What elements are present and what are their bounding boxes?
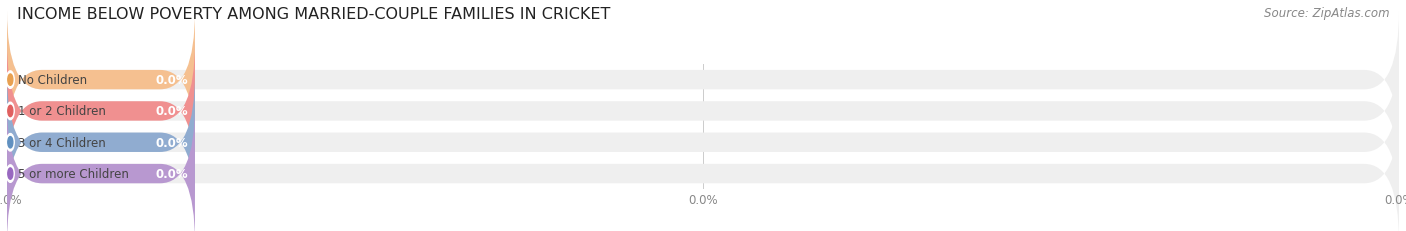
Text: 0.0%: 0.0% <box>155 167 188 180</box>
Text: 0.0%: 0.0% <box>155 74 188 87</box>
Circle shape <box>7 134 14 151</box>
Circle shape <box>8 106 13 117</box>
Text: Source: ZipAtlas.com: Source: ZipAtlas.com <box>1264 7 1389 20</box>
Text: INCOME BELOW POVERTY AMONG MARRIED-COUPLE FAMILIES IN CRICKET: INCOME BELOW POVERTY AMONG MARRIED-COUPL… <box>17 7 610 22</box>
Circle shape <box>8 168 13 179</box>
FancyBboxPatch shape <box>7 43 1399 180</box>
Circle shape <box>8 137 13 148</box>
FancyBboxPatch shape <box>7 12 1399 149</box>
FancyBboxPatch shape <box>7 74 195 211</box>
Text: 0.0%: 0.0% <box>155 136 188 149</box>
FancyBboxPatch shape <box>7 12 195 149</box>
FancyBboxPatch shape <box>7 106 195 231</box>
FancyBboxPatch shape <box>7 74 1399 211</box>
Circle shape <box>7 103 14 120</box>
Circle shape <box>7 72 14 89</box>
Text: No Children: No Children <box>18 74 87 87</box>
Text: 1 or 2 Children: 1 or 2 Children <box>18 105 107 118</box>
Circle shape <box>8 75 13 86</box>
Circle shape <box>7 165 14 182</box>
Text: 0.0%: 0.0% <box>155 105 188 118</box>
FancyBboxPatch shape <box>7 43 195 180</box>
FancyBboxPatch shape <box>7 106 1399 231</box>
Text: 5 or more Children: 5 or more Children <box>18 167 129 180</box>
Text: 3 or 4 Children: 3 or 4 Children <box>18 136 105 149</box>
